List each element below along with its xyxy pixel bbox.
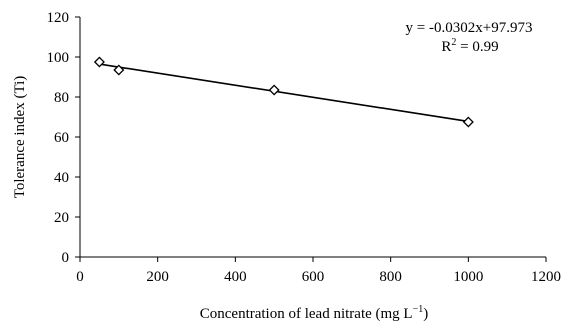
- x-axis-title-main: Concentration of lead nitrate (mg L: [200, 306, 413, 322]
- x-axis-title-sup: −1: [413, 304, 424, 315]
- y-tick-label: 20: [54, 210, 69, 226]
- data-points: [93, 56, 474, 128]
- x-tick-label: 600: [302, 269, 325, 285]
- data-point: [113, 64, 125, 76]
- x-tick-label: 0: [76, 269, 84, 285]
- y-tick-label: 80: [54, 90, 69, 106]
- x-axis-ticks: 0 200 400 600 800 1000 1200: [76, 257, 561, 285]
- y-axis-ticks: 0 20 40 60 80 100 120: [47, 10, 80, 266]
- x-tick-label: 1200: [531, 269, 561, 285]
- y-tick-label: 60: [54, 130, 69, 146]
- x-axis-title: Concentration of lead nitrate (mg L−1): [200, 304, 428, 322]
- r-squared-suffix: = 0.99: [456, 39, 498, 55]
- trendline-equation: y = -0.0302x+97.973: [406, 20, 533, 36]
- data-point: [268, 84, 280, 96]
- y-tick-label: 0: [62, 250, 70, 266]
- y-tick-label: 120: [47, 10, 70, 26]
- data-point: [462, 116, 474, 128]
- r-squared-label: R2 = 0.99: [441, 37, 498, 55]
- x-tick-label: 200: [146, 269, 169, 285]
- r-squared-sup: 2: [451, 37, 456, 48]
- x-tick-label: 400: [224, 269, 247, 285]
- x-axis-title-close: ): [423, 306, 428, 322]
- trendline-group: [99, 63, 469, 123]
- trendline: [99, 63, 469, 123]
- x-tick-label: 800: [379, 269, 402, 285]
- data-point: [93, 56, 105, 68]
- y-tick-label: 40: [54, 170, 69, 186]
- x-tick-label: 1000: [453, 269, 483, 285]
- y-tick-label: 100: [47, 50, 70, 66]
- y-axis-title: Tolerance index (Ti): [12, 76, 28, 199]
- r-squared-prefix: R: [441, 39, 451, 55]
